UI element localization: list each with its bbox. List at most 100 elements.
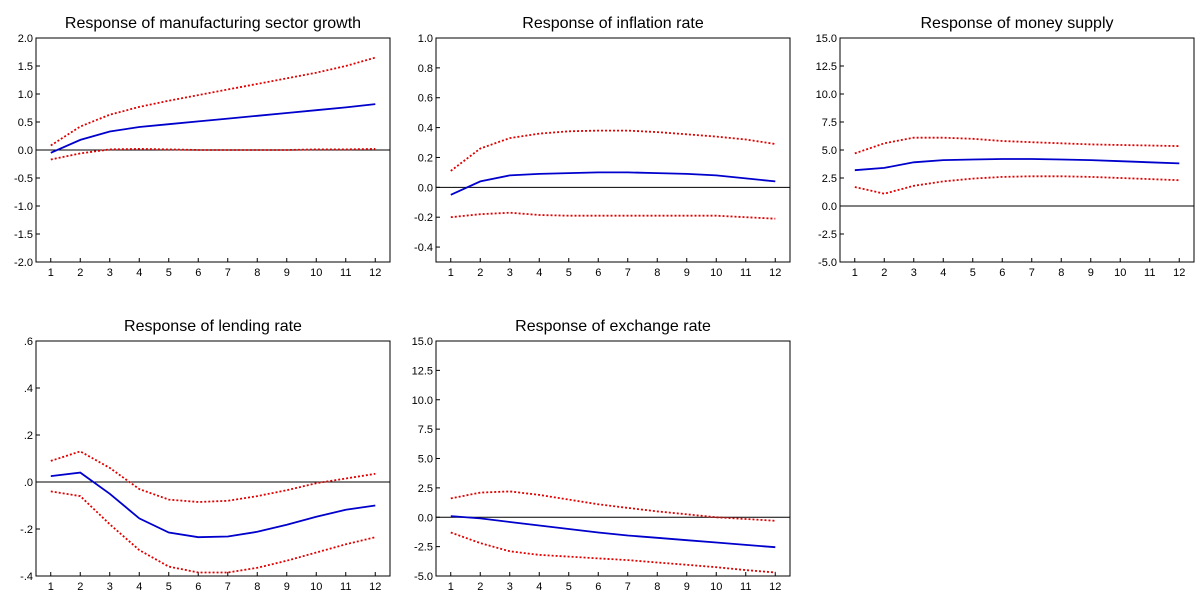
x-tick-label: 12 bbox=[1173, 267, 1185, 279]
x-tick-label: 11 bbox=[740, 267, 751, 279]
response-line bbox=[450, 515, 776, 549]
y-tick-label: -0.4 bbox=[414, 242, 433, 254]
x-tick-label: 11 bbox=[340, 267, 351, 279]
x-tick-label: 7 bbox=[1029, 267, 1035, 279]
x-tick-label: 7 bbox=[625, 581, 631, 593]
x-tick-label: 7 bbox=[625, 267, 631, 279]
panel-title: Response of inflation rate bbox=[522, 15, 704, 32]
x-tick-label: 3 bbox=[507, 581, 513, 593]
upper-band-line bbox=[450, 490, 776, 522]
y-tick-label: 0.8 bbox=[418, 63, 433, 75]
y-tick-label: 1.0 bbox=[18, 89, 33, 101]
x-tick-label: 12 bbox=[369, 267, 381, 279]
y-tick-label: -1.0 bbox=[14, 201, 33, 213]
panel-inflation-rate: Response of inflation rate -0.4 -0.2 0.0 0.2… bbox=[414, 15, 791, 279]
x-tick-label: 3 bbox=[911, 267, 917, 279]
panel-manufacturing-sector-growth: Response of manufacturing sector growth -… bbox=[14, 15, 391, 279]
y-tick-label: 15.0 bbox=[412, 336, 433, 348]
plot-frame bbox=[435, 37, 791, 263]
x-tick-label: 5 bbox=[166, 267, 172, 279]
lower-band-line bbox=[450, 531, 776, 574]
y-tick-label: 1.0 bbox=[418, 33, 433, 45]
y-tick-label: 1.5 bbox=[18, 61, 33, 73]
y-tick-label: .2 bbox=[24, 430, 33, 442]
x-tick-label: 6 bbox=[999, 267, 1005, 279]
x-tick-label: 6 bbox=[195, 581, 201, 593]
y-tick-label: .4 bbox=[24, 383, 33, 395]
y-tick-label: -.2 bbox=[20, 524, 33, 536]
y-tick-label: 0.5 bbox=[18, 117, 33, 129]
x-tick-label: 2 bbox=[77, 267, 83, 279]
x-tick-label: 3 bbox=[107, 581, 113, 593]
y-tick-label: -0.5 bbox=[14, 173, 33, 185]
x-tick-label: 1 bbox=[48, 267, 54, 279]
y-tick-label: 2.5 bbox=[822, 173, 837, 185]
y-tick-label: -5.0 bbox=[414, 571, 433, 583]
x-tick-label: 9 bbox=[1088, 267, 1094, 279]
x-tick-label: 5 bbox=[566, 581, 572, 593]
x-tick-label: 4 bbox=[136, 267, 142, 279]
x-tick-label: 5 bbox=[166, 581, 172, 593]
panel-lending-rate: Response of lending rate-.4-.2.0.2.4.61 2… bbox=[20, 318, 391, 593]
y-tick-label: 7.5 bbox=[822, 117, 837, 129]
x-tick-label: 1 bbox=[48, 581, 54, 593]
lower-band-line bbox=[50, 490, 376, 574]
x-tick-label: 2 bbox=[477, 581, 483, 593]
panel-title: Response of lending rate bbox=[124, 318, 302, 335]
y-tick-label: 12.5 bbox=[816, 61, 837, 73]
y-tick-label: -5.0 bbox=[818, 257, 837, 269]
y-tick-label: 0.6 bbox=[418, 93, 433, 105]
y-tick-label: -2.5 bbox=[818, 229, 837, 241]
lower-band-line bbox=[854, 175, 1180, 195]
panel-title: Response of exchange rate bbox=[515, 318, 711, 335]
y-tick-label: 0.0 bbox=[18, 145, 33, 157]
y-tick-label: -0.2 bbox=[414, 212, 433, 224]
x-tick-label: 6 bbox=[595, 581, 601, 593]
x-tick-label: 10 bbox=[310, 581, 322, 593]
x-tick-label: 8 bbox=[1058, 267, 1064, 279]
y-tick-label: 0.0 bbox=[418, 182, 433, 194]
x-tick-label: 11 bbox=[740, 581, 751, 593]
y-tick-label: 5.0 bbox=[418, 454, 433, 466]
y-tick-label: .6 bbox=[24, 336, 33, 348]
x-tick-label: 8 bbox=[254, 267, 260, 279]
x-tick-label: 10 bbox=[1114, 267, 1126, 279]
lower-band-line bbox=[450, 211, 776, 220]
x-tick-label: 10 bbox=[710, 267, 722, 279]
x-tick-label: 5 bbox=[970, 267, 976, 279]
x-tick-label: 2 bbox=[881, 267, 887, 279]
y-tick-label: 10.0 bbox=[816, 89, 837, 101]
x-tick-label: 12 bbox=[769, 581, 781, 593]
x-tick-label: 7 bbox=[225, 581, 231, 593]
x-tick-label: 11 bbox=[1144, 267, 1155, 279]
x-tick-label: 4 bbox=[940, 267, 946, 279]
x-tick-label: 5 bbox=[566, 267, 572, 279]
response-line bbox=[854, 158, 1180, 172]
x-tick-label: 1 bbox=[448, 581, 454, 593]
y-tick-label: 15.0 bbox=[816, 33, 837, 45]
y-tick-label: 12.5 bbox=[412, 365, 433, 377]
x-tick-label: 12 bbox=[369, 581, 381, 593]
upper-band-line bbox=[450, 129, 776, 172]
x-tick-label: 1 bbox=[852, 267, 858, 279]
response-line bbox=[450, 171, 776, 196]
upper-band-line bbox=[50, 56, 376, 147]
y-tick-label: 0.0 bbox=[418, 512, 433, 524]
x-tick-label: 3 bbox=[507, 267, 513, 279]
y-tick-label: 0.4 bbox=[418, 123, 433, 135]
upper-band-line bbox=[50, 450, 376, 503]
y-tick-label: 2.5 bbox=[418, 483, 433, 495]
y-tick-label: 0.0 bbox=[822, 201, 837, 213]
x-tick-label: 8 bbox=[654, 581, 660, 593]
x-tick-label: 9 bbox=[284, 267, 290, 279]
x-tick-label: 4 bbox=[136, 581, 142, 593]
plot-frame bbox=[839, 37, 1195, 263]
y-tick-label: 10.0 bbox=[412, 395, 433, 407]
y-tick-label: .0 bbox=[24, 477, 33, 489]
x-tick-label: 4 bbox=[536, 267, 542, 279]
plot-frame bbox=[435, 340, 791, 577]
x-tick-label: 4 bbox=[536, 581, 542, 593]
x-tick-label: 9 bbox=[684, 267, 690, 279]
x-tick-label: 2 bbox=[77, 581, 83, 593]
